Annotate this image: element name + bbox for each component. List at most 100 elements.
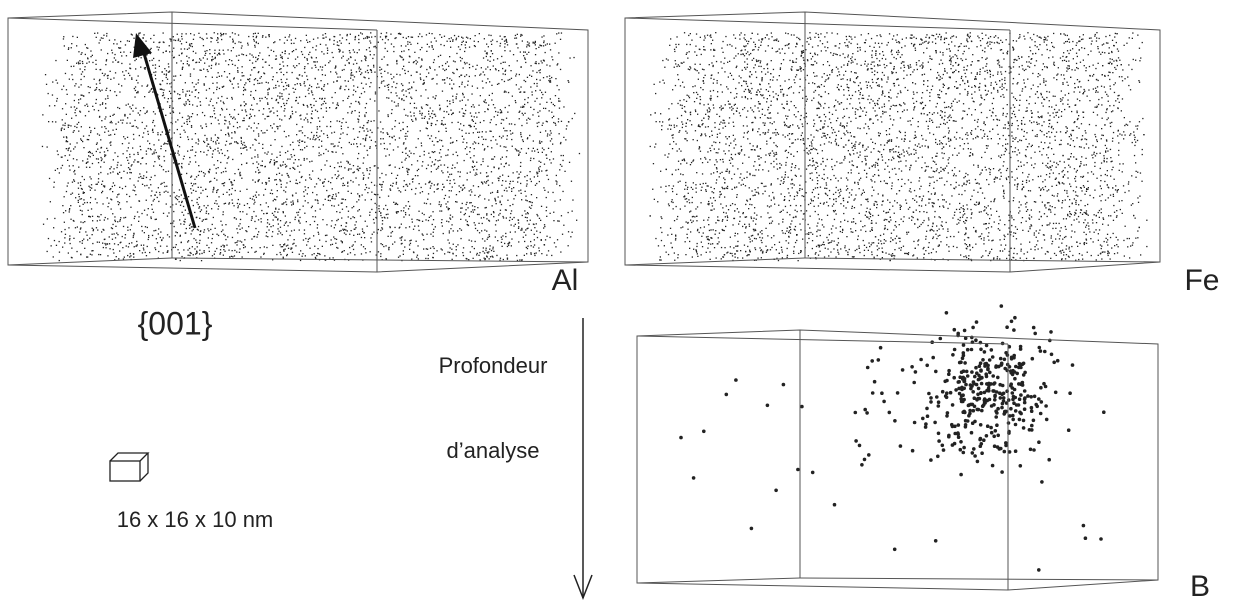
atom	[125, 55, 128, 57]
atom	[263, 73, 266, 75]
atom	[96, 142, 98, 144]
atom	[292, 87, 294, 89]
atom	[84, 247, 86, 249]
atom	[91, 54, 93, 56]
atom	[300, 51, 303, 53]
atom	[327, 83, 329, 85]
atom	[295, 111, 297, 113]
atom	[282, 161, 284, 163]
atom	[73, 130, 75, 132]
atom	[189, 156, 191, 159]
atom	[234, 131, 236, 133]
atom	[211, 208, 213, 210]
atom	[275, 58, 278, 60]
atom	[274, 216, 276, 218]
atom	[330, 225, 332, 227]
atom	[469, 112, 472, 114]
atom	[267, 82, 269, 84]
atom	[423, 150, 425, 153]
atom	[555, 78, 557, 80]
atom	[199, 217, 201, 219]
atom	[296, 65, 298, 67]
atom	[486, 53, 488, 55]
atom	[491, 92, 493, 95]
atom	[106, 32, 108, 35]
atom	[381, 76, 383, 78]
atom	[68, 124, 70, 126]
atom	[430, 124, 432, 127]
atom	[345, 229, 347, 231]
atom	[396, 61, 398, 63]
atom	[327, 180, 330, 183]
atom	[138, 134, 140, 137]
atom	[299, 74, 301, 76]
atom	[456, 201, 458, 203]
atom	[210, 98, 212, 100]
atom	[322, 219, 324, 221]
atom	[213, 177, 216, 179]
atom	[304, 85, 306, 87]
atom	[375, 47, 377, 49]
atom	[973, 101, 975, 103]
atom	[367, 65, 369, 67]
atom	[446, 105, 449, 108]
atom	[251, 157, 253, 159]
atom	[65, 136, 68, 138]
atom	[260, 256, 262, 258]
atom	[153, 57, 155, 60]
atom	[178, 196, 180, 198]
atom	[80, 139, 83, 141]
atom	[304, 56, 306, 59]
atom	[447, 149, 449, 151]
atom	[133, 46, 135, 48]
atom	[123, 136, 125, 138]
atom	[313, 104, 315, 107]
atom	[153, 151, 155, 153]
atom	[936, 155, 938, 157]
atom	[373, 66, 375, 68]
atom	[309, 103, 312, 106]
atom	[181, 33, 183, 35]
atom	[205, 123, 207, 125]
atom	[333, 236, 335, 238]
atom	[574, 112, 576, 115]
atom	[282, 256, 284, 258]
atom	[486, 256, 488, 258]
atom	[419, 110, 421, 112]
atom	[247, 42, 249, 44]
atom	[432, 151, 435, 154]
atom	[190, 252, 192, 254]
atom	[398, 122, 400, 124]
atom	[382, 132, 384, 134]
atom	[268, 177, 270, 179]
atom	[94, 189, 96, 191]
atom	[490, 249, 493, 252]
atom	[84, 43, 86, 46]
atom	[224, 144, 227, 146]
atom	[283, 110, 285, 112]
atom	[387, 115, 389, 118]
atom	[139, 145, 141, 148]
atom	[110, 188, 112, 190]
atom	[467, 224, 470, 227]
atom	[298, 171, 301, 173]
atom	[343, 184, 346, 186]
atom	[361, 228, 364, 230]
atom	[257, 180, 259, 183]
atom	[175, 121, 177, 123]
atom	[386, 97, 388, 99]
atom	[567, 245, 569, 247]
atom	[99, 90, 101, 92]
atom	[128, 242, 130, 245]
atom	[109, 142, 111, 144]
atom	[229, 123, 231, 125]
atom	[403, 108, 405, 111]
atom	[468, 239, 470, 241]
atom	[487, 184, 490, 186]
atom	[526, 44, 528, 46]
atom	[350, 168, 352, 170]
atom	[104, 242, 106, 245]
atom	[486, 214, 488, 216]
atom	[491, 147, 493, 149]
atom	[540, 205, 543, 207]
